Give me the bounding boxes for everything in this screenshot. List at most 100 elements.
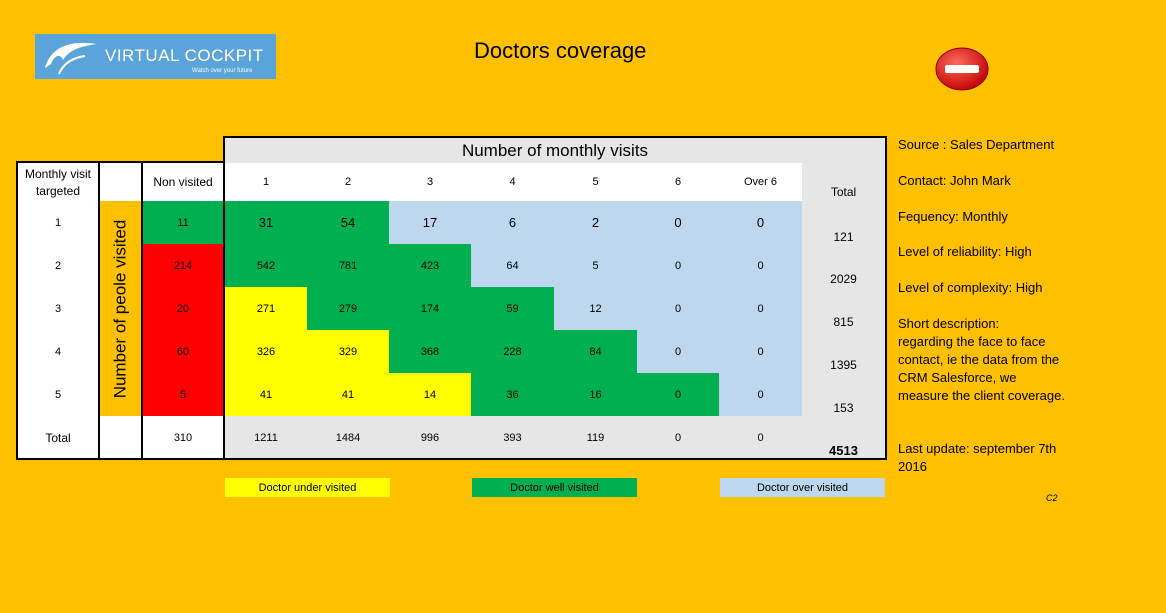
logo-brand-text: VIRTUAL COCKPIT [105, 46, 264, 65]
table-cell: 0 [757, 345, 764, 358]
legend-under-visited: Doctor under visited [225, 478, 390, 497]
well-visited-region [471, 373, 719, 416]
table-cell: 14 [423, 388, 437, 401]
stop-icon [935, 47, 989, 91]
border [885, 136, 887, 460]
row-target: 4 [54, 345, 62, 358]
info-contact: Contact: John Mark [898, 173, 1011, 188]
row-target: 3 [54, 302, 62, 315]
border [16, 161, 225, 163]
vertical-label-text: Number of peole visited [110, 219, 130, 398]
row-target: 1 [54, 216, 62, 229]
row-total: 815 [833, 314, 854, 329]
row-header-bg [17, 163, 98, 459]
table-cell: 214 [173, 259, 193, 272]
table-cell: 5 [592, 259, 599, 272]
table-cell: 0 [756, 215, 765, 230]
total-cell: 0 [757, 432, 764, 444]
table-cell: 41 [259, 388, 273, 401]
table-cell: 12 [589, 302, 602, 315]
row-total: 2029 [830, 271, 857, 286]
grand-total: 4513 [829, 442, 858, 458]
border [223, 136, 887, 138]
table-cell: 0 [674, 388, 682, 401]
border [223, 136, 225, 460]
row-target: 2 [54, 259, 62, 272]
table-cell: 781 [338, 259, 358, 272]
vertical-label-bar [100, 201, 141, 416]
well-visited-region [389, 330, 637, 373]
info-last-update: Last update: september 7th 2016 [898, 441, 1057, 474]
table-cell: 59 [506, 302, 519, 315]
col-header: 4 [509, 176, 516, 188]
cell-bg [143, 201, 223, 244]
table-cell: 228 [503, 345, 522, 358]
well-visited-region [225, 244, 471, 287]
table-cell: 329 [338, 345, 358, 358]
total-cell: 1211 [254, 432, 278, 444]
table-cell: 5 [179, 388, 187, 401]
page-code: C2 [1046, 493, 1058, 503]
under-visited-region [225, 330, 389, 373]
page-title: Doctors coverage [474, 38, 647, 63]
table-cell: 6 [508, 215, 517, 230]
table-cell: 0 [674, 259, 682, 272]
total-row-label: Total [45, 431, 71, 445]
total-row-bg [225, 416, 885, 459]
total-cell: 1484 [335, 432, 361, 444]
well-visited-region [307, 287, 554, 330]
total-cell: 310 [173, 432, 193, 444]
col-header: 6 [674, 176, 682, 188]
table-cell: 0 [757, 388, 764, 401]
header-top-bg [225, 138, 885, 163]
table-cell: 20 [176, 302, 190, 315]
logo-tagline: Watch over your future [192, 68, 253, 74]
table-cell: 64 [506, 259, 519, 272]
legend-over-visited: Doctor over visited [720, 478, 885, 497]
row-target: 5 [54, 388, 62, 401]
row-total: 153 [833, 400, 854, 415]
table-cell: 84 [589, 345, 602, 358]
info-reliability: Level of reliability: High [898, 244, 1032, 259]
table-cell: 423 [420, 259, 440, 272]
under-visited-region [225, 373, 471, 416]
table-cell: 0 [674, 302, 682, 315]
eagle-logo-icon [45, 42, 97, 75]
vertical-label: Number of peole visited [100, 201, 141, 416]
col-header: Over 6 [743, 176, 777, 188]
row-total: 121 [833, 229, 854, 244]
row-total: 1395 [830, 357, 857, 372]
well-visited-region [225, 201, 389, 244]
total-cell: 996 [420, 432, 440, 444]
table-cell: 11 [177, 216, 189, 229]
table-cell: 0 [757, 302, 764, 315]
col-header: 2 [344, 176, 352, 188]
table-cell: 271 [256, 302, 276, 315]
table-cell: 174 [420, 302, 440, 315]
table-cell: 17 [422, 215, 438, 230]
table-cell: 60 [176, 345, 190, 358]
border [16, 161, 18, 460]
total-col-bg [802, 163, 885, 459]
border [16, 458, 887, 460]
border [141, 161, 143, 460]
total-cell: 0 [674, 432, 682, 444]
row-header-label: Monthly visit targeted [24, 167, 92, 198]
col-header: 3 [426, 176, 434, 188]
border [98, 161, 100, 460]
under-visited-region [225, 287, 307, 330]
table-cell: 31 [258, 215, 274, 230]
table-cell: 326 [256, 345, 276, 358]
table-cell: 54 [340, 215, 356, 230]
info-source: Source : Sales Department [898, 137, 1055, 152]
col-header: Non visited [153, 175, 213, 189]
header-monthly-visits: Number of monthly visits [461, 140, 649, 160]
col-header: 5 [592, 176, 599, 188]
virtual-cockpit-logo: VIRTUAL COCKPIT Watch over your future [35, 34, 276, 79]
table-cell: 0 [757, 259, 764, 272]
table-cell: 2 [591, 215, 600, 230]
info-description: regarding the face to face contact, ie t… [898, 334, 1065, 403]
info-complexity: Level of complexity: High [898, 280, 1043, 295]
table-cell: 279 [338, 302, 358, 315]
legend-well-visited: Doctor well visited [472, 478, 637, 497]
